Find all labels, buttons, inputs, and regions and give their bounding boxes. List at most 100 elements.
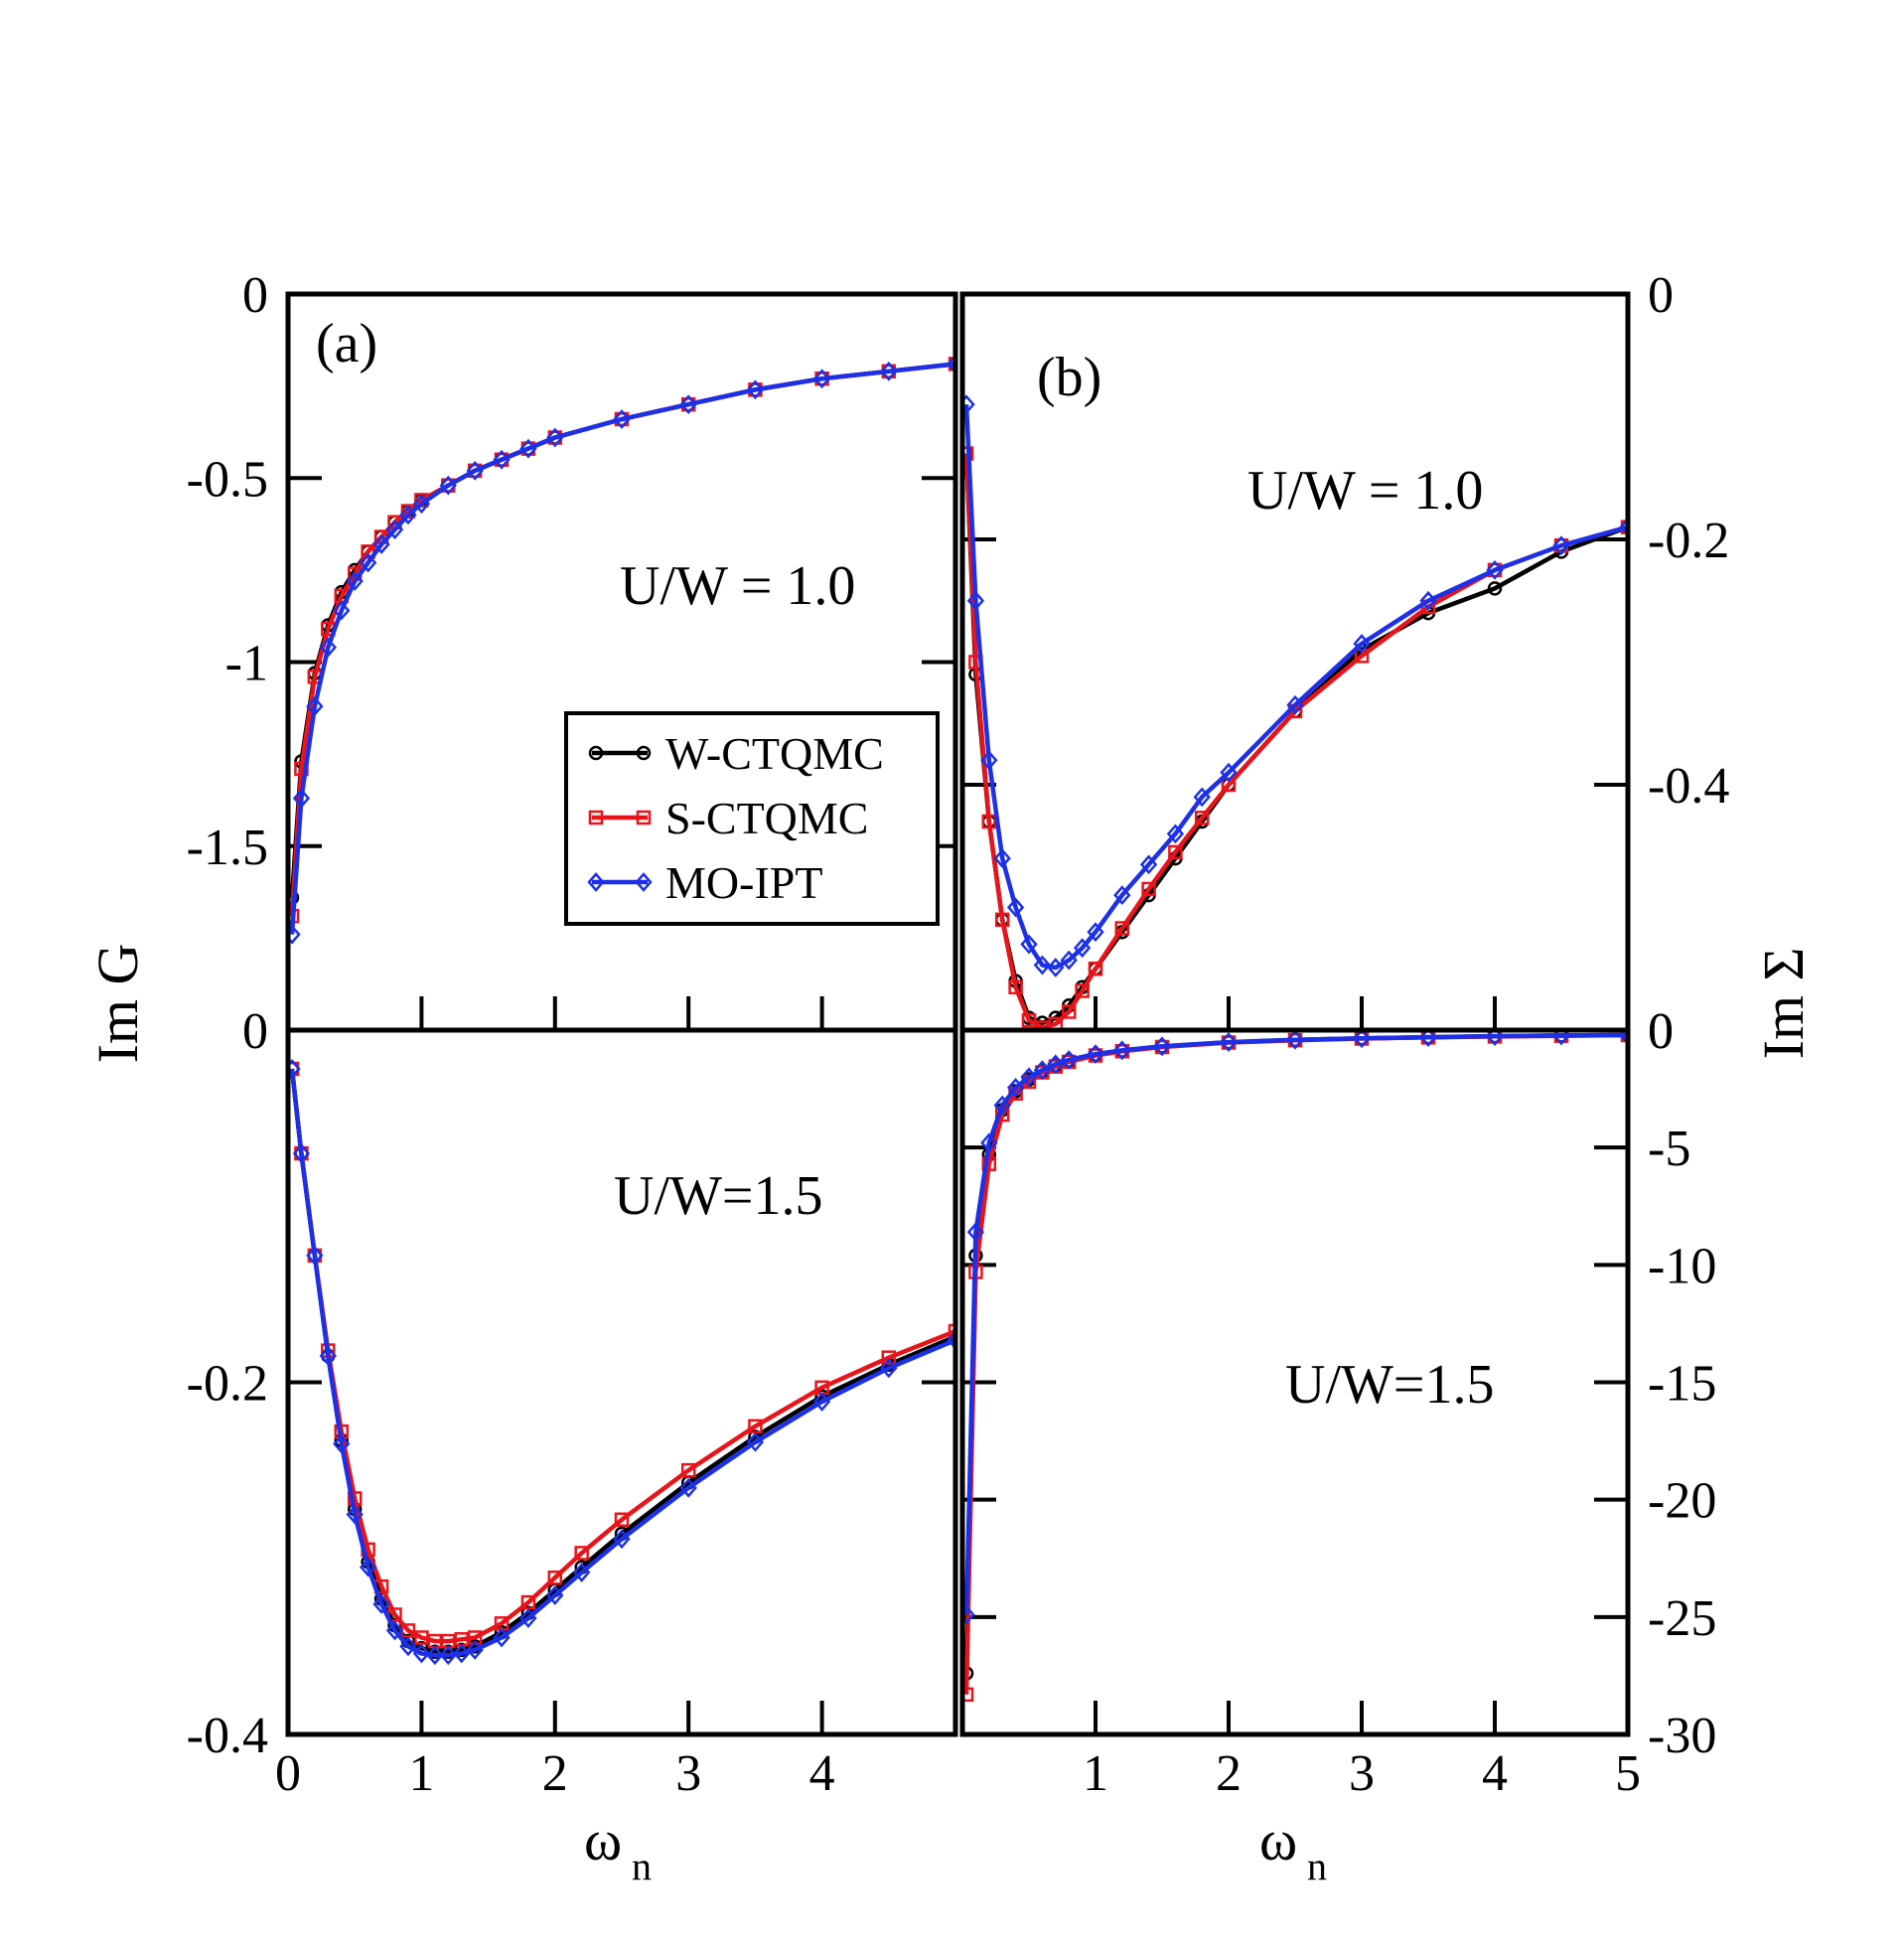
data-point <box>519 1608 537 1628</box>
xtick-label: 4 <box>1482 1745 1508 1802</box>
ytick-label: -0.2 <box>187 1356 268 1413</box>
xtick-label: 3 <box>675 1745 701 1802</box>
data-point <box>346 571 364 591</box>
ytick-label: -20 <box>1648 1473 1716 1530</box>
data-point <box>1487 581 1503 596</box>
data-point <box>993 1095 1011 1116</box>
data-point <box>426 1645 444 1666</box>
data-point <box>359 552 377 573</box>
data-point <box>812 369 831 389</box>
legend-marker <box>636 810 652 825</box>
ytick-label: 0 <box>1648 1003 1674 1060</box>
xlabel-right: ω <box>1259 1808 1297 1873</box>
series-line <box>289 362 955 935</box>
panel-a-letter: (a) <box>316 313 377 375</box>
data-point <box>947 1330 955 1350</box>
legend: W-CTQMC S-CTQMC MO-IPT <box>564 711 940 926</box>
data-point <box>1193 787 1211 808</box>
data-point <box>981 1156 997 1171</box>
xtick-label: 1 <box>1083 1745 1108 1802</box>
legend-label: MO-IPT <box>665 857 822 908</box>
data-point <box>346 1504 364 1525</box>
data-point <box>546 1585 564 1605</box>
data-point <box>412 1643 431 1664</box>
data-point <box>962 1687 974 1703</box>
data-point <box>319 1346 337 1366</box>
data-point <box>288 1059 301 1079</box>
data-point <box>292 788 311 809</box>
xtick-label: 4 <box>809 1745 835 1802</box>
data-point <box>1075 983 1090 998</box>
series-line <box>963 453 1628 1030</box>
data-point <box>319 637 337 658</box>
series-MO-IPT <box>288 1059 955 1666</box>
panel-b-bottom-U-label: U/W=1.5 <box>1285 1354 1494 1416</box>
data-point <box>679 1477 697 1498</box>
xtick-label: 2 <box>542 1745 568 1802</box>
data-point <box>993 848 1011 868</box>
data-point <box>288 924 301 945</box>
data-point <box>881 1350 897 1365</box>
data-point <box>1088 962 1103 976</box>
data-point <box>493 449 511 470</box>
data-point <box>306 696 324 716</box>
data-point <box>1047 958 1065 977</box>
data-point <box>1087 1044 1104 1065</box>
legend-marker <box>588 745 604 761</box>
data-point <box>453 1643 471 1664</box>
data-point <box>1060 1050 1078 1070</box>
data-point <box>1286 694 1304 715</box>
data-point <box>981 814 997 829</box>
data-point <box>1194 811 1210 825</box>
xtick-label: 2 <box>1216 1745 1242 1802</box>
data-point <box>546 427 564 448</box>
panel-a-top: -1.5 -1 -0.5 0 <box>187 267 955 1030</box>
data-point <box>746 379 765 400</box>
ylabel-left: Im G <box>85 944 150 1064</box>
data-point <box>1006 897 1025 918</box>
series-line <box>289 1068 955 1658</box>
data-point <box>1353 1030 1371 1049</box>
data-point <box>812 1392 831 1412</box>
data-point <box>372 1593 390 1614</box>
ytick-label: -10 <box>1648 1238 1716 1294</box>
data-point <box>962 1604 975 1625</box>
series-MO-IPT <box>288 354 955 945</box>
data-point <box>746 1431 765 1452</box>
panel-a-bottom: -0.4 -0.2 0 0 1 2 3 4 <box>187 1003 955 1802</box>
data-point <box>748 1419 763 1434</box>
frame-b <box>959 291 1631 1737</box>
xlabel-left-sub: n <box>632 1844 652 1888</box>
data-point <box>994 912 1010 928</box>
data-point <box>1619 517 1628 537</box>
data-point <box>1047 1054 1065 1075</box>
data-point <box>1220 762 1238 783</box>
data-point <box>966 590 985 611</box>
ytick-label: 0 <box>242 267 268 324</box>
data-point <box>1033 955 1052 975</box>
data-point <box>414 1630 429 1645</box>
data-point <box>306 1245 324 1266</box>
legend-marker <box>636 745 652 761</box>
data-point <box>399 1636 417 1657</box>
data-point <box>680 1462 696 1478</box>
panel-a-top-U-label: U/W = 1.0 <box>620 555 855 617</box>
data-point <box>1286 1030 1304 1050</box>
data-point <box>1021 1012 1037 1028</box>
xlabel-right-sub: n <box>1307 1844 1327 1888</box>
legend-entry: W-CTQMC <box>588 728 884 779</box>
ytick-label: 0 <box>1648 1003 1674 1060</box>
data-point <box>1419 590 1437 611</box>
legend-label: W-CTQMC <box>665 728 884 779</box>
data-point <box>439 475 457 496</box>
ytick-label: -1.5 <box>187 820 268 876</box>
data-point <box>1353 634 1371 654</box>
data-point <box>1006 1078 1025 1098</box>
series-line <box>963 1032 1628 1615</box>
data-point <box>1153 1036 1171 1057</box>
data-point <box>1486 1030 1504 1047</box>
data-point <box>466 1640 484 1660</box>
data-point <box>1060 950 1078 971</box>
data-point <box>980 1132 998 1153</box>
